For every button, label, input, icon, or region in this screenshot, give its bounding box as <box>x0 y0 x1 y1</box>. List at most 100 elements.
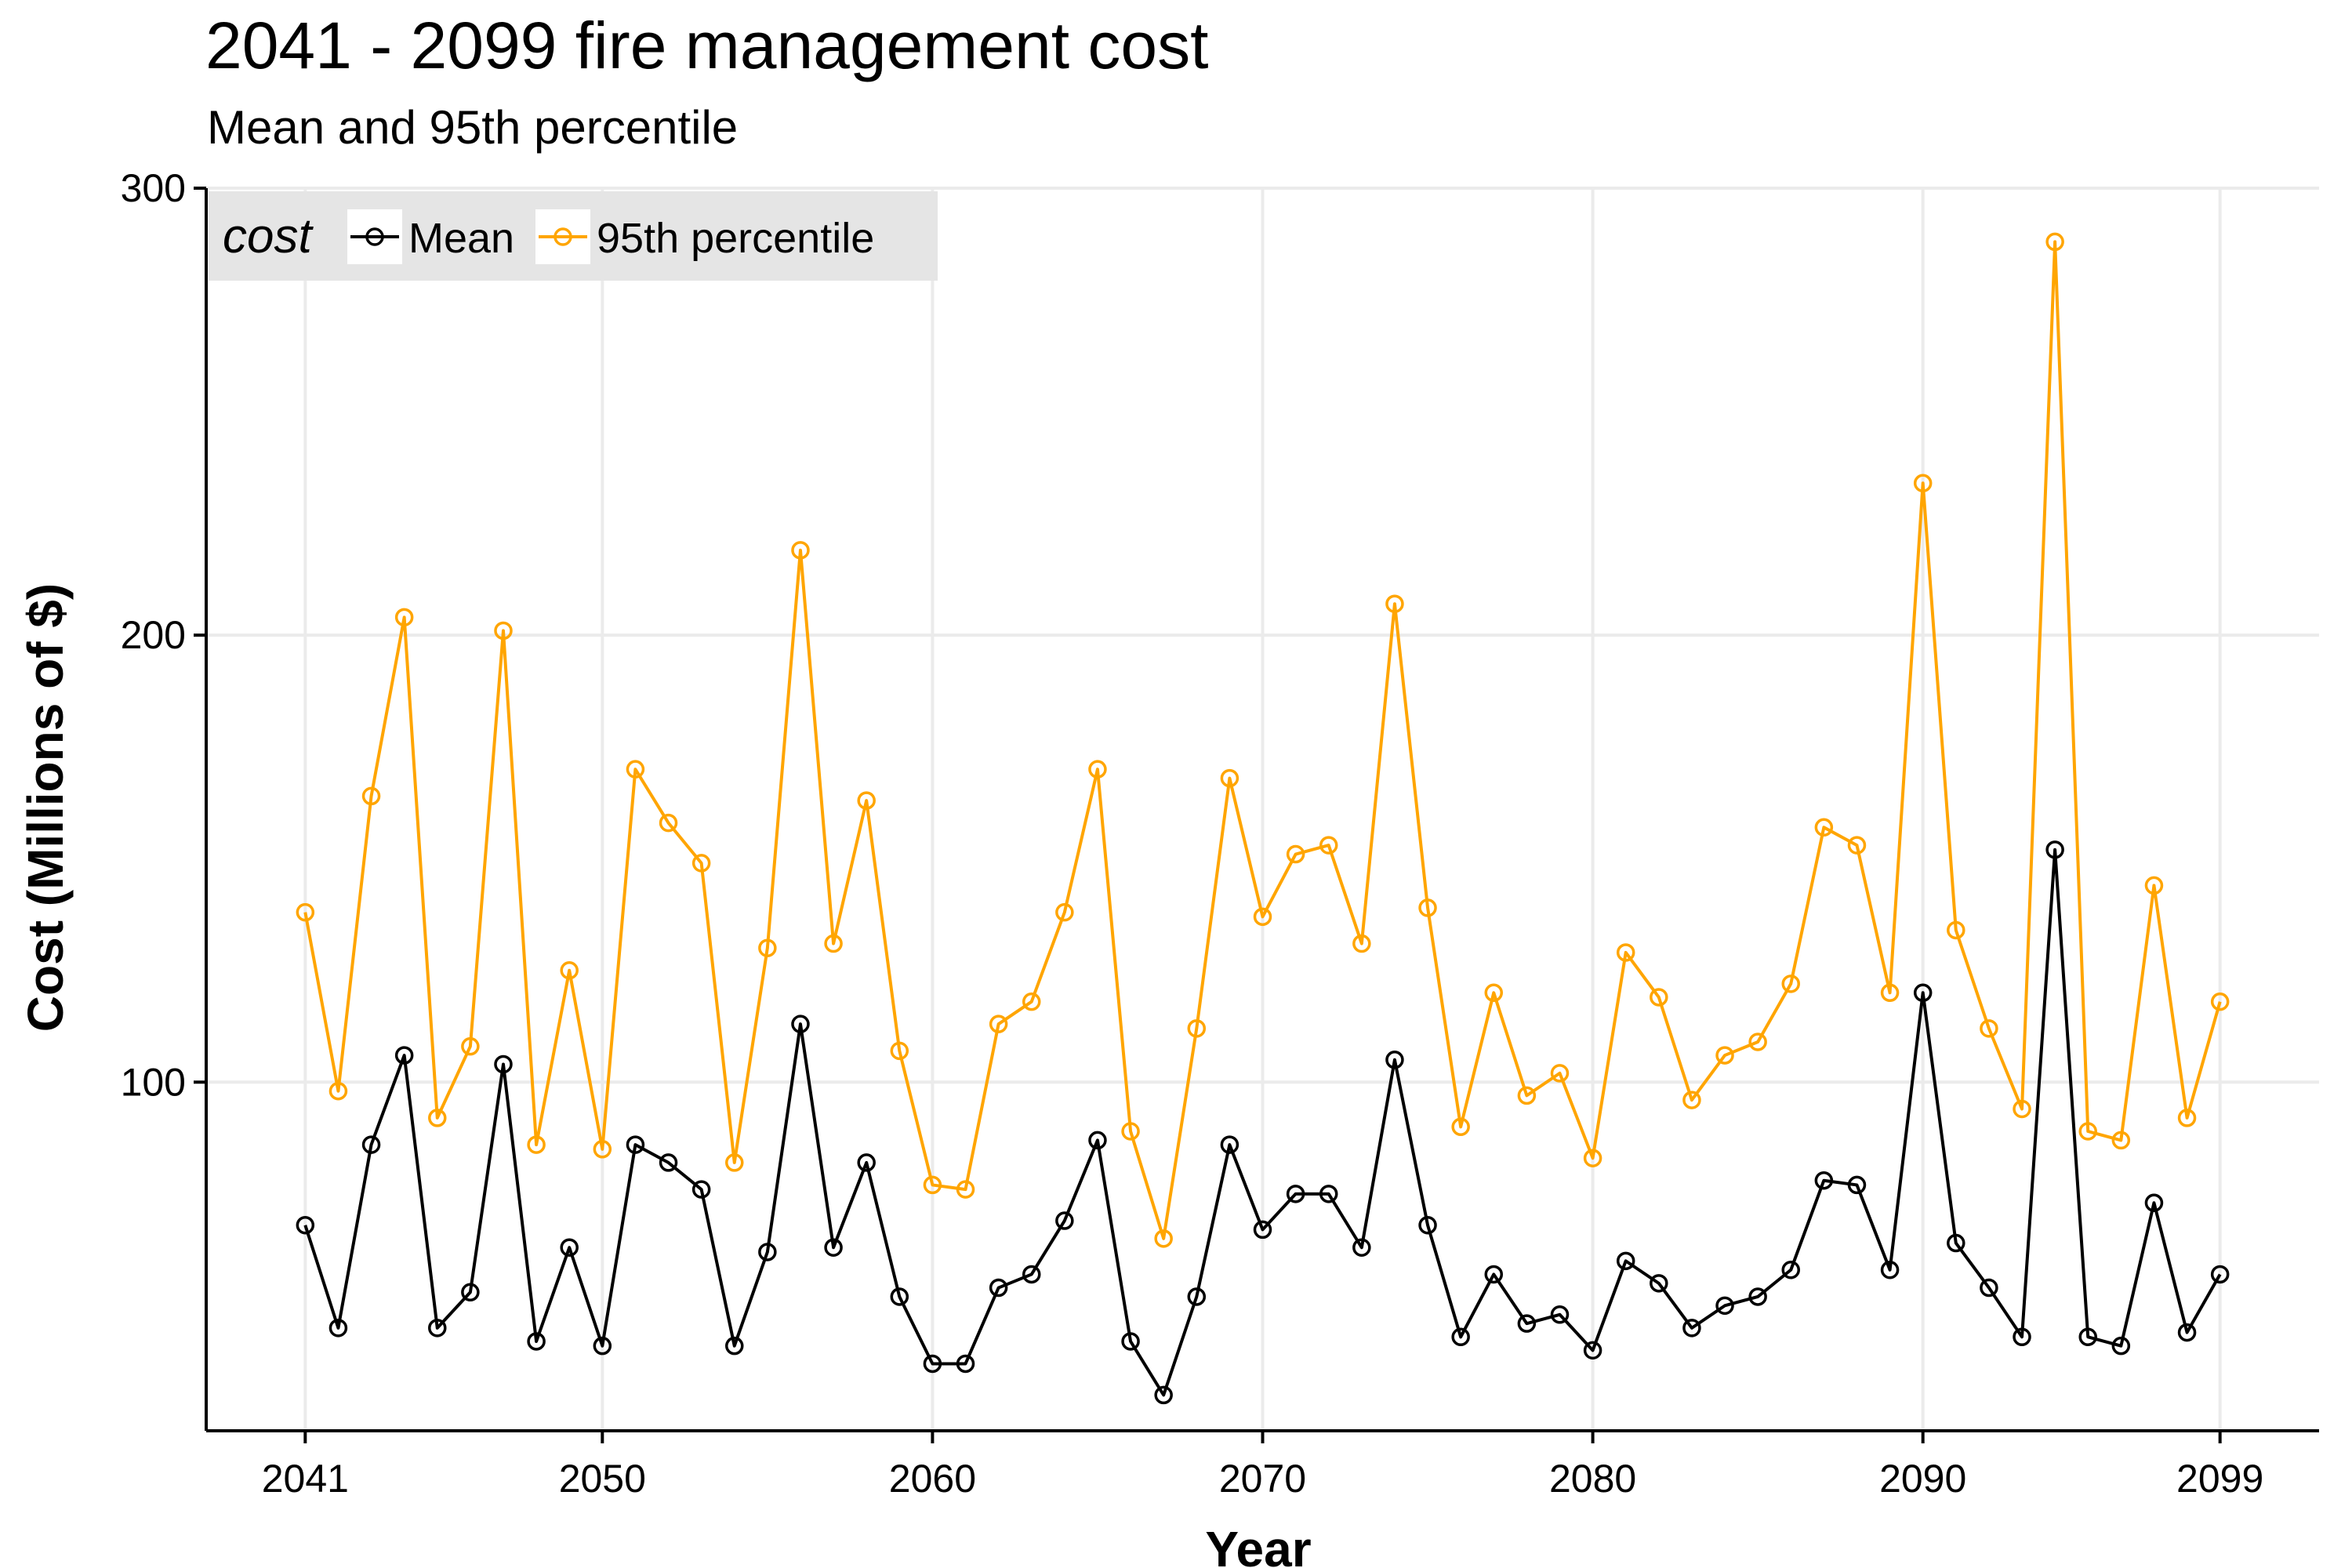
data-point <box>2013 1327 2031 1347</box>
y-tick-label: 200 <box>121 613 186 657</box>
data-point <box>758 1243 777 1261</box>
chart-subtitle: Mean and 95th percentile <box>207 101 739 154</box>
data-point <box>361 1135 381 1154</box>
axes: 100 200 300 2041 2050 2060 2070 2080 2090 2099 <box>121 166 2319 1501</box>
x-tick-label: 2099 <box>2176 1457 2263 1501</box>
data-point <box>1220 768 1240 788</box>
data-point <box>560 1238 579 1257</box>
data-point <box>1154 1385 1173 1405</box>
x-axis-title: Year <box>1205 1521 1311 1568</box>
x-tick-label: 2090 <box>1879 1457 1966 1501</box>
data-point <box>2144 1193 2164 1212</box>
data-point <box>296 1215 315 1235</box>
legend-title: cost <box>223 209 314 263</box>
data-point <box>1748 1287 1767 1306</box>
data-point <box>1484 1265 1504 1284</box>
data-point <box>1715 1046 1734 1065</box>
data-point <box>1947 1233 1965 1253</box>
data-point <box>527 1332 546 1351</box>
legend-key-marker <box>365 227 384 246</box>
data-point <box>1715 1296 1734 1316</box>
data-point <box>560 961 579 980</box>
data-point <box>1385 594 1404 613</box>
data-point <box>1650 988 1668 1007</box>
data-point <box>1088 760 1107 779</box>
data-point <box>2111 1336 2131 1356</box>
data-point <box>394 1046 414 1065</box>
data-point <box>296 902 315 922</box>
data-point <box>659 1153 678 1172</box>
data-point <box>1748 1033 1767 1051</box>
data-point <box>923 1354 942 1374</box>
series-line <box>303 848 2222 1397</box>
data-point <box>1385 1051 1404 1069</box>
data-point <box>328 1081 348 1101</box>
data-point <box>626 760 645 779</box>
data-point <box>725 1336 744 1356</box>
legend-label: 95th percentile <box>597 215 874 262</box>
data-point <box>691 854 711 873</box>
x-tick-label: 2041 <box>262 1457 349 1501</box>
data-point <box>2078 1327 2097 1347</box>
data-point <box>2111 1131 2131 1150</box>
data-point <box>890 1041 909 1061</box>
data-point <box>2013 1099 2031 1119</box>
data-point <box>1352 934 1371 953</box>
series-p95 <box>296 232 2230 1248</box>
data-point <box>593 1336 612 1356</box>
data-point <box>1121 1122 1140 1141</box>
data-point <box>2210 1265 2230 1284</box>
data-point <box>1484 983 1504 1003</box>
data-point <box>1847 836 1867 855</box>
data-point <box>1319 1185 1338 1203</box>
data-point <box>1583 1341 1602 1360</box>
y-axis-title: Cost (Millions of $) <box>17 583 74 1032</box>
chart-title: 2041 - 2099 fire management cost <box>205 9 1209 82</box>
data-point <box>1088 1131 1107 1150</box>
data-point <box>857 1153 876 1172</box>
data-point <box>461 1036 480 1056</box>
data-point <box>923 1175 942 1195</box>
data-point <box>1980 1278 1998 1298</box>
data-point <box>989 1014 1008 1033</box>
data-point <box>1682 1091 1701 1109</box>
data-point <box>1781 1260 1800 1279</box>
data-point <box>1781 975 1800 993</box>
data-point <box>1880 983 1900 1003</box>
data-point <box>890 1287 909 1306</box>
x-tick-label: 2070 <box>1219 1457 1306 1501</box>
data-point <box>494 621 513 641</box>
series-mean <box>296 840 2230 1405</box>
data-point <box>791 541 810 560</box>
data-point <box>527 1135 546 1154</box>
data-point <box>394 608 414 627</box>
data-point <box>1517 1086 1537 1105</box>
data-point <box>1451 1327 1470 1347</box>
data-point <box>626 1135 645 1154</box>
data-point <box>2144 876 2164 895</box>
data-point <box>1253 1220 1272 1240</box>
x-tick-label: 2080 <box>1549 1457 1636 1501</box>
data-point <box>1253 907 1272 927</box>
data-point <box>1418 1215 1437 1235</box>
data-point <box>1616 943 1635 962</box>
data-point <box>1913 983 1933 1003</box>
data-point <box>1055 902 1074 922</box>
data-point <box>428 1319 447 1338</box>
data-point <box>1517 1314 1537 1333</box>
data-point <box>1550 1064 1570 1083</box>
data-point <box>2210 992 2230 1011</box>
data-point <box>956 1354 975 1374</box>
data-point <box>461 1283 480 1302</box>
data-point <box>494 1054 513 1074</box>
data-point <box>361 786 381 806</box>
series-line <box>303 240 2222 1240</box>
x-tick-label: 2050 <box>559 1457 646 1501</box>
data-point <box>328 1319 348 1338</box>
data-point <box>1121 1332 1140 1351</box>
data-point <box>1055 1211 1074 1230</box>
data-point <box>1847 1175 1867 1195</box>
data-point <box>659 813 678 833</box>
data-point <box>428 1109 447 1127</box>
